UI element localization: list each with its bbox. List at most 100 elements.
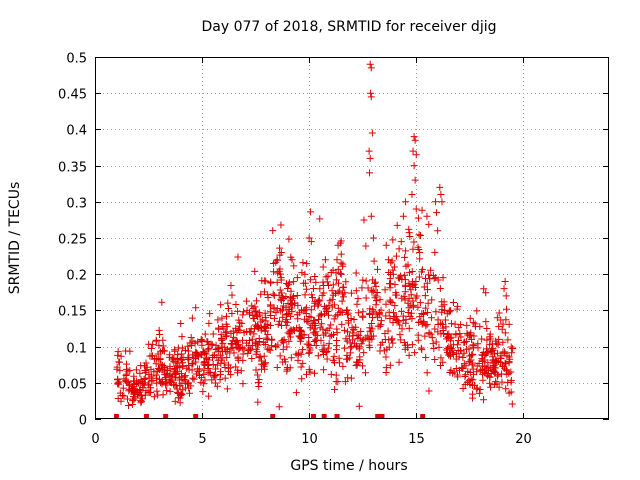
data-point <box>385 336 393 344</box>
data-point <box>252 366 260 374</box>
data-point <box>447 337 455 345</box>
data-point <box>330 315 338 323</box>
data-point <box>192 358 200 366</box>
data-point <box>332 276 340 284</box>
data-point <box>362 277 370 285</box>
data-point <box>447 366 455 374</box>
data-point <box>228 340 236 348</box>
data-point <box>221 374 229 382</box>
data-point <box>300 331 308 339</box>
data-point <box>428 334 436 342</box>
data-point <box>505 369 513 377</box>
data-point <box>123 365 131 373</box>
data-point <box>276 244 284 252</box>
data-point <box>124 367 132 375</box>
data-point <box>153 387 161 395</box>
data-point <box>316 215 324 223</box>
data-point <box>382 353 390 361</box>
data-point <box>163 379 171 387</box>
data-point <box>255 309 263 317</box>
data-point <box>425 271 433 279</box>
data-point <box>261 309 269 317</box>
data-point <box>435 343 443 351</box>
data-point <box>343 328 351 336</box>
data-point <box>474 340 482 348</box>
data-point <box>376 296 384 304</box>
data-point <box>184 379 192 387</box>
data-point <box>386 298 394 306</box>
data-point <box>303 317 311 325</box>
y-tick-label: 0.35 <box>58 161 87 176</box>
data-point <box>240 345 248 353</box>
data-point <box>406 282 414 290</box>
data-point <box>430 344 438 352</box>
data-point <box>116 389 124 397</box>
data-point <box>342 355 350 363</box>
data-point <box>337 237 345 245</box>
data-point <box>470 342 478 350</box>
data-point <box>240 308 248 316</box>
data-point <box>420 319 428 327</box>
data-point <box>416 299 424 307</box>
data-point <box>375 311 383 319</box>
data-point <box>144 381 152 389</box>
data-point <box>137 392 145 400</box>
data-point <box>290 278 298 286</box>
data-point-peak <box>367 212 375 220</box>
data-point <box>436 285 444 293</box>
data-point <box>166 387 174 395</box>
data-point <box>398 307 406 315</box>
data-point <box>205 345 213 353</box>
data-point <box>137 399 145 407</box>
data-point <box>314 298 322 306</box>
data-point <box>469 394 477 402</box>
data-point <box>185 354 193 362</box>
data-point <box>408 341 416 349</box>
data-point <box>324 344 332 352</box>
data-point <box>332 371 340 379</box>
data-point <box>248 354 256 362</box>
data-point <box>152 336 160 344</box>
data-point <box>323 355 331 363</box>
data-point <box>143 363 151 371</box>
baseline-marker <box>310 414 316 419</box>
data-point-peak <box>434 227 442 235</box>
data-point <box>246 328 254 336</box>
data-point <box>377 317 385 325</box>
data-point <box>316 297 324 305</box>
data-point <box>392 316 400 324</box>
data-point <box>336 269 344 277</box>
data-point <box>373 297 381 305</box>
data-point <box>321 256 329 264</box>
baseline-marker <box>379 414 385 419</box>
data-point <box>451 320 459 328</box>
data-point <box>195 365 203 373</box>
data-point <box>260 352 268 360</box>
data-point <box>261 340 269 348</box>
data-point <box>427 266 435 274</box>
data-point-peak <box>367 64 375 72</box>
data-point <box>177 319 185 327</box>
data-point <box>198 336 206 344</box>
data-point <box>120 392 128 400</box>
data-point <box>350 326 358 334</box>
data-point <box>254 398 262 406</box>
data-point <box>175 394 183 402</box>
data-point <box>490 367 498 375</box>
data-point <box>396 331 404 339</box>
data-point <box>414 214 422 222</box>
data-point <box>483 325 491 333</box>
data-point <box>200 366 208 374</box>
data-point <box>114 395 122 403</box>
data-point <box>184 355 192 363</box>
data-point <box>353 300 361 308</box>
data-point <box>382 312 390 320</box>
data-point <box>423 369 431 377</box>
data-point <box>498 370 506 378</box>
data-point <box>185 362 193 370</box>
data-point <box>428 296 436 304</box>
data-point-peak <box>402 198 410 206</box>
data-point <box>147 344 155 352</box>
data-point <box>422 353 430 361</box>
data-point <box>221 343 229 351</box>
